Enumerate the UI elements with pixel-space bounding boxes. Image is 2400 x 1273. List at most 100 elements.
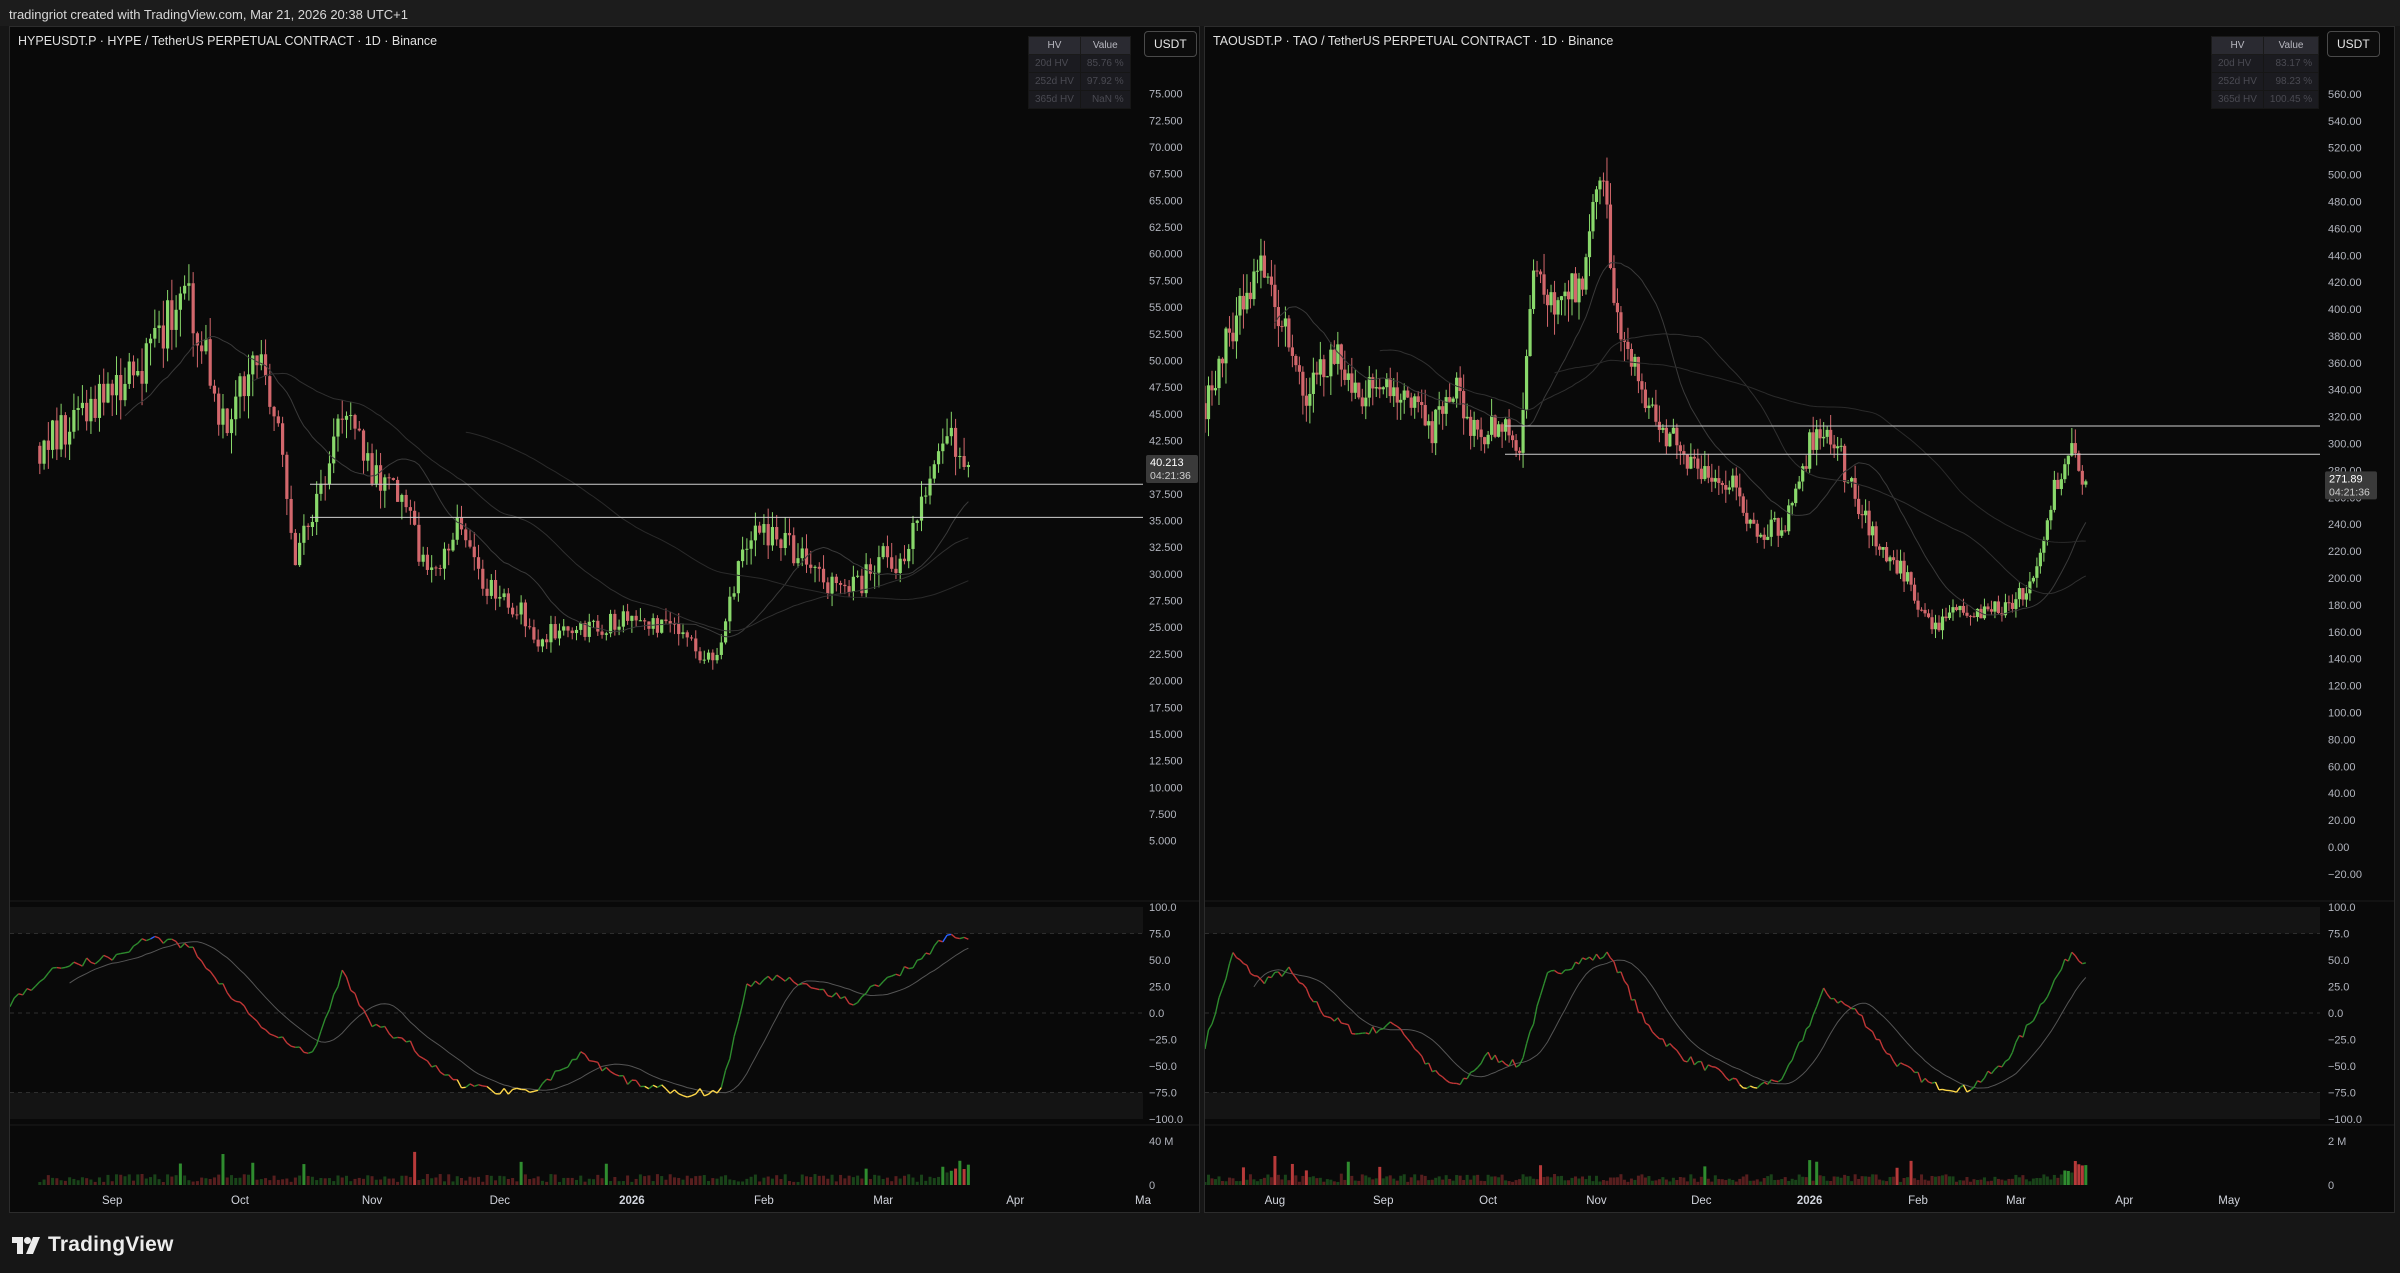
volume-bar — [1563, 1180, 1567, 1185]
candle-body — [591, 620, 596, 622]
volume-bar — [1982, 1177, 1986, 1185]
candle — [2063, 458, 2067, 484]
osc-line-segment — [1589, 956, 1594, 961]
candle-body — [2024, 593, 2028, 600]
candle — [1528, 295, 1532, 357]
candle-body — [677, 623, 681, 635]
candle — [2035, 557, 2039, 588]
volume-bar — [1479, 1180, 1483, 1185]
candle-body — [1881, 546, 1885, 550]
price-tick-label: 12.500 — [1149, 756, 1183, 768]
osc-line-segment — [1788, 1059, 1793, 1066]
candle — [1472, 411, 1476, 448]
candle-body — [796, 558, 800, 564]
hype-currency-button[interactable]: USDT — [1144, 31, 1197, 57]
volume-bar — [1713, 1175, 1717, 1185]
osc-line-segment — [720, 1070, 727, 1088]
osc-line-segment — [784, 976, 790, 982]
candle-body — [1213, 388, 1218, 391]
volume-bar — [413, 1151, 417, 1185]
volume-bar — [1553, 1174, 1557, 1185]
chart-panel-tao[interactable]: 560.00 540.00 520.00 500.00 480.00 460.00 440.… — [1204, 26, 2395, 1213]
tao-currency-button[interactable]: USDT — [2327, 31, 2380, 57]
candle — [1587, 214, 1592, 277]
candle-body — [1416, 396, 1420, 402]
candle-body — [1308, 393, 1312, 406]
volume-bar — [362, 1178, 366, 1185]
volume-bar — [272, 1175, 276, 1185]
candle-body — [915, 520, 919, 523]
volume-bar — [1360, 1174, 1364, 1185]
volume-bar — [140, 1174, 144, 1185]
volume-bar — [1682, 1177, 1686, 1185]
candle-body — [630, 615, 634, 621]
candle — [425, 547, 430, 575]
volume-bar — [549, 1174, 553, 1185]
candle-body — [195, 333, 200, 346]
candle — [549, 615, 553, 653]
candle — [1839, 438, 1843, 452]
osc-line-segment — [1561, 969, 1566, 975]
hype-symbol-title[interactable]: HYPEUSDT.P · HYPE / TetherUS PERPETUAL C… — [18, 34, 438, 48]
volume-bar — [106, 1174, 110, 1185]
tao-chart-canvas[interactable]: 560.00540.00520.00500.00480.00460.00440.… — [1205, 27, 2395, 1213]
osc-tick-label: 0.0 — [2328, 1008, 2343, 1020]
osc-line-segment — [942, 934, 948, 943]
candle — [123, 367, 127, 407]
candle-body — [1598, 180, 1602, 190]
candle — [1752, 512, 1756, 524]
candle-body — [1336, 344, 1340, 364]
candle-body — [319, 483, 323, 494]
volume-bar — [1343, 1179, 1347, 1185]
volume-bar — [1934, 1176, 1938, 1185]
osc-line-segment — [950, 933, 957, 939]
volume-bar — [225, 1177, 229, 1185]
osc-line-segment — [708, 1089, 714, 1095]
volume-bar — [1605, 1180, 1609, 1185]
candle-body — [532, 627, 536, 640]
price-tick-label: 17.500 — [1149, 702, 1183, 714]
price-tick-label: 62.500 — [1149, 222, 1183, 234]
osc-line-segment — [882, 976, 888, 983]
osc-line-segment — [1309, 996, 1314, 1003]
candle-body — [1839, 445, 1843, 447]
volume-bar — [76, 1180, 80, 1185]
osc-line-segment — [575, 1051, 582, 1060]
osc-line-segment — [358, 1004, 365, 1011]
osc-line-segment — [1421, 1055, 1426, 1065]
osc-line-segment — [1833, 998, 1839, 1004]
volume-bar — [575, 1179, 578, 1185]
candle-body — [664, 619, 668, 622]
last-price-tag-bg — [1146, 455, 1198, 484]
chart-panel-hype[interactable]: 75.000 72.500 70.000 67.500 65.000 62.500 60.0… — [9, 26, 1200, 1213]
osc-line-segment — [593, 1060, 598, 1063]
volume-bar — [1951, 1176, 1955, 1185]
candle — [511, 602, 515, 618]
osc-line-segment — [1878, 1039, 1884, 1049]
volume-bar — [1283, 1174, 1287, 1185]
candle — [1535, 260, 1539, 277]
candle-body — [110, 383, 114, 396]
hype-chart-canvas[interactable]: 75.00072.50070.00067.50065.00062.50060.0… — [10, 27, 1200, 1213]
osc-line-segment — [1721, 1072, 1727, 1078]
volume-bar — [2010, 1178, 2014, 1185]
candle — [327, 451, 332, 490]
volume-bar — [1234, 1181, 1238, 1185]
candle-body — [638, 620, 642, 622]
candle — [758, 521, 762, 535]
tao-symbol-title[interactable]: TAOUSDT.P · TAO / TetherUS PERPETUAL CON… — [1213, 34, 1614, 48]
osc-line-segment — [1554, 969, 1559, 974]
candle — [1888, 555, 1892, 571]
volume-bar — [1273, 1156, 1277, 1185]
osc-line-segment — [1669, 1043, 1674, 1048]
candle-body — [877, 557, 881, 573]
volume-bar — [1357, 1180, 1361, 1185]
tradingview-logo[interactable]: TradingView — [12, 1233, 174, 1257]
osc-line-segment — [388, 1033, 394, 1039]
price-tick-label: 10.000 — [1149, 782, 1183, 794]
candle-body — [1696, 458, 1700, 469]
volume-bar — [1217, 1176, 1221, 1185]
candle — [2014, 592, 2018, 618]
volume-bar — [221, 1154, 225, 1185]
candle-body — [617, 626, 621, 630]
